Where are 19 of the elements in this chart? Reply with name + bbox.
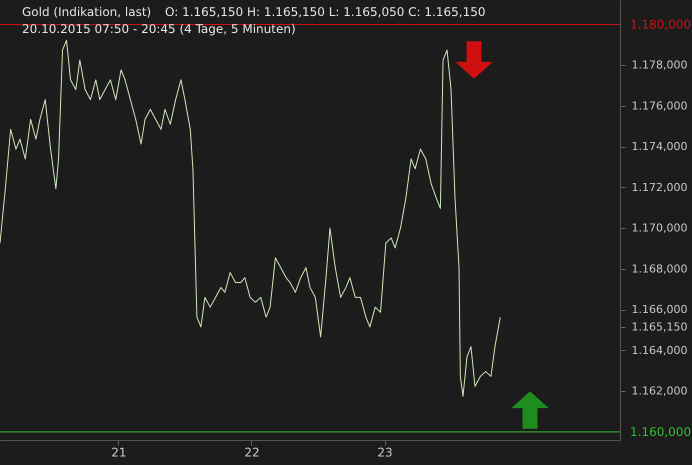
y-tick-label: 1.170,000 [632, 222, 688, 235]
text: 20.10.2015 07:50 - 20:45 (4 Tage, 5 Minuten) [22, 22, 296, 36]
annotation: O: 1.165,150 H: 1.165,150 L: 1.165,050 C: 1.165,150 [165, 5, 486, 19]
y-tick-label: 1.174,000 [632, 140, 688, 154]
y-tick-label: 1.165,150 [632, 320, 688, 334]
y-tick-label: 1.162,000 [632, 384, 688, 398]
x-tick-label: 23 [377, 446, 393, 460]
chart-title: Gold (Indikation, last) [22, 5, 152, 19]
x-tick-label: 21 [111, 446, 127, 460]
y-tick-label: 1.164,000 [632, 344, 688, 357]
x-tick-label: 22 [244, 446, 260, 460]
y-tick-label: 1.168,000 [632, 262, 688, 276]
y-tick-label: 1.166,000 [632, 303, 688, 316]
ref-line-label: 1.180,000 [630, 17, 692, 32]
ref-line-label: 1.160,000 [630, 424, 692, 439]
y-tick-label: 1.178,000 [632, 58, 688, 72]
y-tick-label: 1.176,000 [632, 99, 688, 112]
line-series [0, 40, 501, 397]
y-tick-label: 1.172,000 [632, 180, 688, 194]
